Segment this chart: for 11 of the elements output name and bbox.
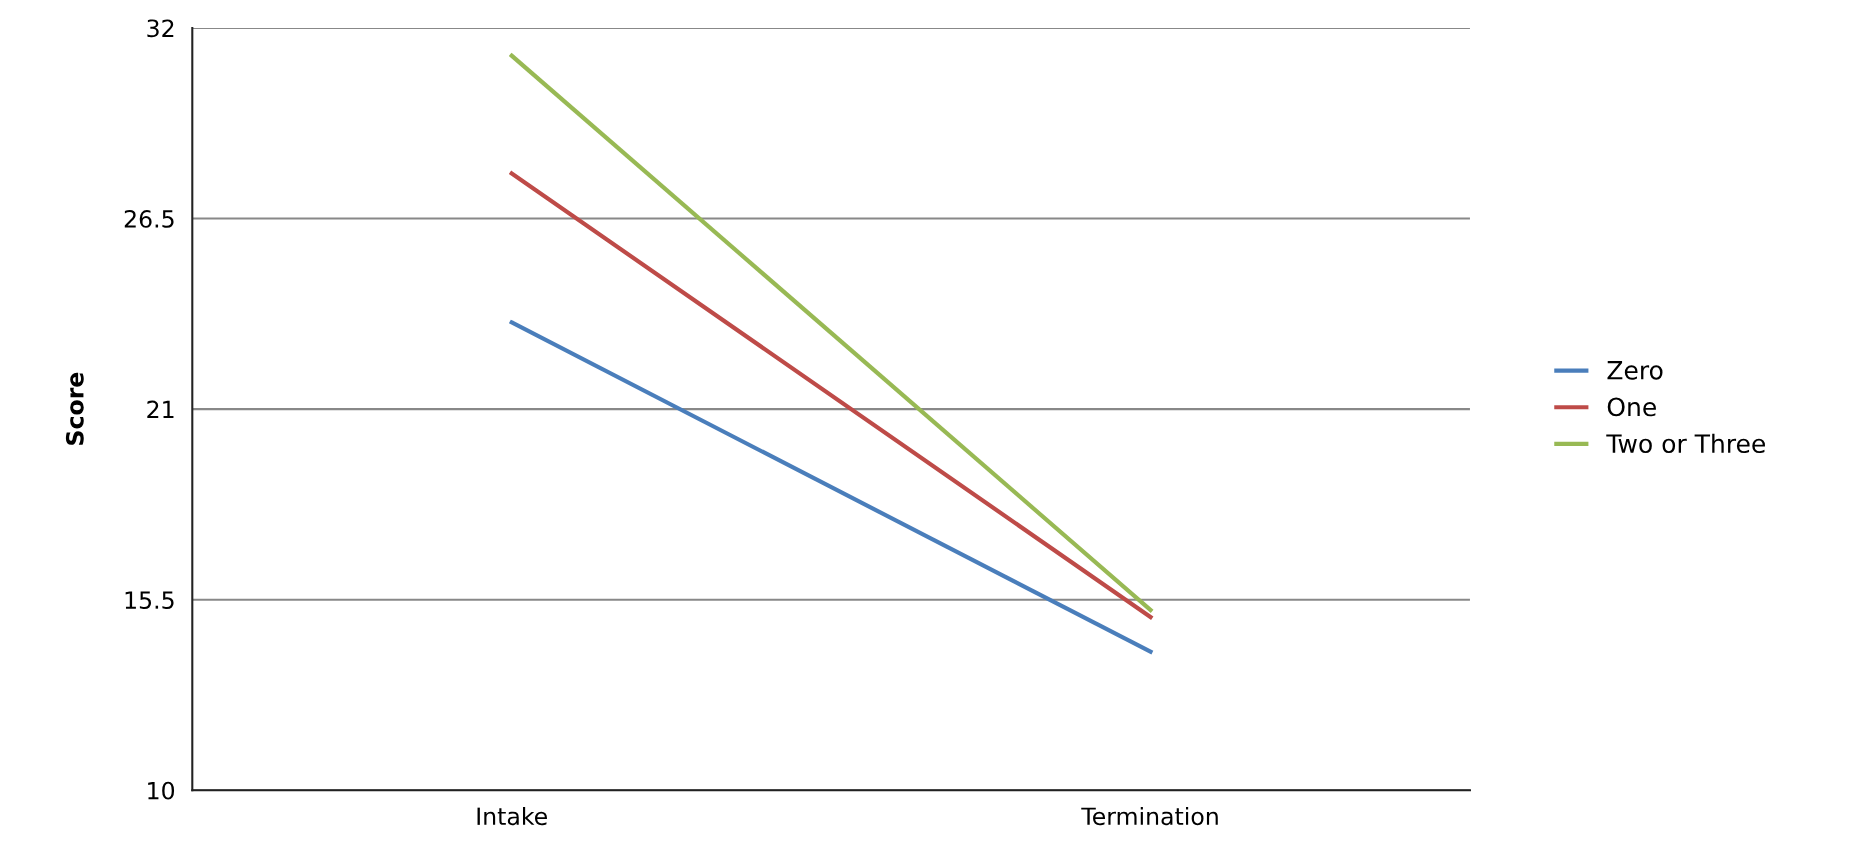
y-tick-label: 15.5 (125, 591, 174, 609)
y-tick-label: 26.5 (124, 209, 174, 228)
x-tick-label: Intake (477, 806, 547, 826)
y-tick-label: 21 (147, 400, 174, 419)
x-tick-label: Termination (1081, 806, 1218, 826)
y-tick-label: 10 (148, 781, 175, 800)
legend-label: Zero (1607, 361, 1663, 380)
y-axis-title: Score (65, 372, 84, 445)
y-tick-label: 32 (147, 19, 174, 38)
legend-label: Two or Three (1606, 433, 1765, 454)
legend-label: One (1607, 397, 1656, 417)
